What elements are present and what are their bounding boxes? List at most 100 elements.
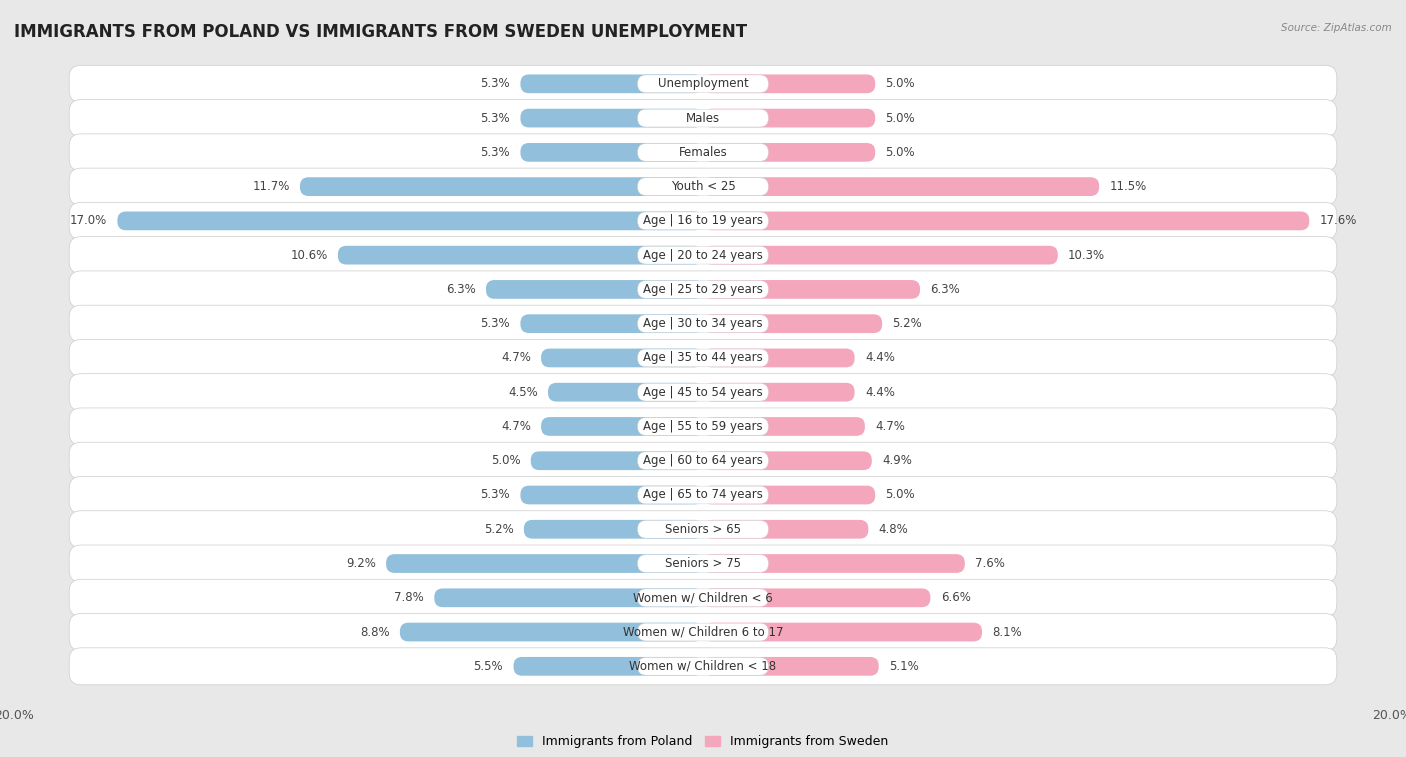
Text: Women w/ Children < 18: Women w/ Children < 18: [630, 660, 776, 673]
FancyBboxPatch shape: [703, 657, 879, 676]
FancyBboxPatch shape: [703, 623, 981, 641]
Text: 4.5%: 4.5%: [508, 386, 537, 399]
Text: 4.7%: 4.7%: [875, 420, 905, 433]
FancyBboxPatch shape: [637, 281, 769, 298]
FancyBboxPatch shape: [69, 408, 1337, 445]
FancyBboxPatch shape: [117, 211, 703, 230]
FancyBboxPatch shape: [548, 383, 703, 401]
FancyBboxPatch shape: [637, 555, 769, 572]
FancyBboxPatch shape: [703, 554, 965, 573]
Text: 10.3%: 10.3%: [1069, 248, 1105, 262]
FancyBboxPatch shape: [637, 212, 769, 230]
FancyBboxPatch shape: [703, 348, 855, 367]
Text: 6.3%: 6.3%: [931, 283, 960, 296]
Text: Males: Males: [686, 111, 720, 125]
Text: 8.8%: 8.8%: [360, 625, 389, 639]
FancyBboxPatch shape: [703, 109, 875, 127]
FancyBboxPatch shape: [637, 589, 769, 606]
FancyBboxPatch shape: [637, 144, 769, 161]
FancyBboxPatch shape: [703, 451, 872, 470]
Text: 4.4%: 4.4%: [865, 386, 894, 399]
FancyBboxPatch shape: [703, 74, 875, 93]
FancyBboxPatch shape: [541, 348, 703, 367]
Text: Females: Females: [679, 146, 727, 159]
Text: IMMIGRANTS FROM POLAND VS IMMIGRANTS FROM SWEDEN UNEMPLOYMENT: IMMIGRANTS FROM POLAND VS IMMIGRANTS FRO…: [14, 23, 747, 41]
Text: 4.7%: 4.7%: [501, 351, 531, 364]
FancyBboxPatch shape: [637, 75, 769, 92]
Text: Age | 65 to 74 years: Age | 65 to 74 years: [643, 488, 763, 501]
Text: 6.3%: 6.3%: [446, 283, 475, 296]
FancyBboxPatch shape: [69, 237, 1337, 273]
FancyBboxPatch shape: [69, 168, 1337, 205]
FancyBboxPatch shape: [703, 211, 1309, 230]
Text: Age | 45 to 54 years: Age | 45 to 54 years: [643, 386, 763, 399]
FancyBboxPatch shape: [486, 280, 703, 299]
Legend: Immigrants from Poland, Immigrants from Sweden: Immigrants from Poland, Immigrants from …: [512, 730, 894, 753]
Text: Unemployment: Unemployment: [658, 77, 748, 90]
FancyBboxPatch shape: [69, 134, 1337, 171]
Text: 17.6%: 17.6%: [1320, 214, 1357, 227]
FancyBboxPatch shape: [541, 417, 703, 436]
FancyBboxPatch shape: [69, 339, 1337, 376]
Text: 6.6%: 6.6%: [941, 591, 970, 604]
FancyBboxPatch shape: [520, 143, 703, 162]
FancyBboxPatch shape: [520, 109, 703, 127]
FancyBboxPatch shape: [637, 383, 769, 401]
FancyBboxPatch shape: [69, 271, 1337, 308]
FancyBboxPatch shape: [69, 545, 1337, 582]
FancyBboxPatch shape: [69, 100, 1337, 136]
FancyBboxPatch shape: [434, 588, 703, 607]
FancyBboxPatch shape: [637, 657, 769, 675]
FancyBboxPatch shape: [703, 246, 1057, 264]
FancyBboxPatch shape: [524, 520, 703, 539]
FancyBboxPatch shape: [637, 349, 769, 367]
Text: 7.6%: 7.6%: [976, 557, 1005, 570]
Text: Age | 25 to 29 years: Age | 25 to 29 years: [643, 283, 763, 296]
FancyBboxPatch shape: [69, 579, 1337, 616]
FancyBboxPatch shape: [637, 452, 769, 469]
FancyBboxPatch shape: [299, 177, 703, 196]
FancyBboxPatch shape: [69, 614, 1337, 650]
Text: 4.7%: 4.7%: [501, 420, 531, 433]
FancyBboxPatch shape: [703, 314, 882, 333]
Text: Seniors > 75: Seniors > 75: [665, 557, 741, 570]
Text: 5.3%: 5.3%: [481, 317, 510, 330]
Text: 11.5%: 11.5%: [1109, 180, 1147, 193]
FancyBboxPatch shape: [637, 486, 769, 504]
FancyBboxPatch shape: [637, 315, 769, 332]
Text: 5.1%: 5.1%: [889, 660, 918, 673]
Text: 9.2%: 9.2%: [346, 557, 375, 570]
FancyBboxPatch shape: [520, 314, 703, 333]
Text: 5.0%: 5.0%: [491, 454, 520, 467]
Text: 5.3%: 5.3%: [481, 488, 510, 501]
Text: Age | 16 to 19 years: Age | 16 to 19 years: [643, 214, 763, 227]
FancyBboxPatch shape: [637, 109, 769, 127]
FancyBboxPatch shape: [703, 383, 855, 401]
Text: Age | 55 to 59 years: Age | 55 to 59 years: [643, 420, 763, 433]
Text: 11.7%: 11.7%: [252, 180, 290, 193]
FancyBboxPatch shape: [513, 657, 703, 676]
Text: 5.3%: 5.3%: [481, 111, 510, 125]
FancyBboxPatch shape: [703, 588, 931, 607]
Text: Seniors > 65: Seniors > 65: [665, 523, 741, 536]
FancyBboxPatch shape: [531, 451, 703, 470]
Text: 5.0%: 5.0%: [886, 146, 915, 159]
Text: Age | 30 to 34 years: Age | 30 to 34 years: [643, 317, 763, 330]
Text: Women w/ Children 6 to 17: Women w/ Children 6 to 17: [623, 625, 783, 639]
FancyBboxPatch shape: [703, 143, 875, 162]
FancyBboxPatch shape: [69, 648, 1337, 685]
FancyBboxPatch shape: [69, 374, 1337, 411]
FancyBboxPatch shape: [69, 202, 1337, 239]
FancyBboxPatch shape: [703, 280, 920, 299]
FancyBboxPatch shape: [337, 246, 703, 264]
Text: 17.0%: 17.0%: [70, 214, 107, 227]
Text: 7.8%: 7.8%: [394, 591, 425, 604]
FancyBboxPatch shape: [69, 305, 1337, 342]
Text: 5.3%: 5.3%: [481, 146, 510, 159]
FancyBboxPatch shape: [703, 177, 1099, 196]
Text: 4.4%: 4.4%: [865, 351, 894, 364]
Text: 4.9%: 4.9%: [882, 454, 912, 467]
FancyBboxPatch shape: [637, 246, 769, 264]
FancyBboxPatch shape: [520, 74, 703, 93]
Text: 5.2%: 5.2%: [893, 317, 922, 330]
